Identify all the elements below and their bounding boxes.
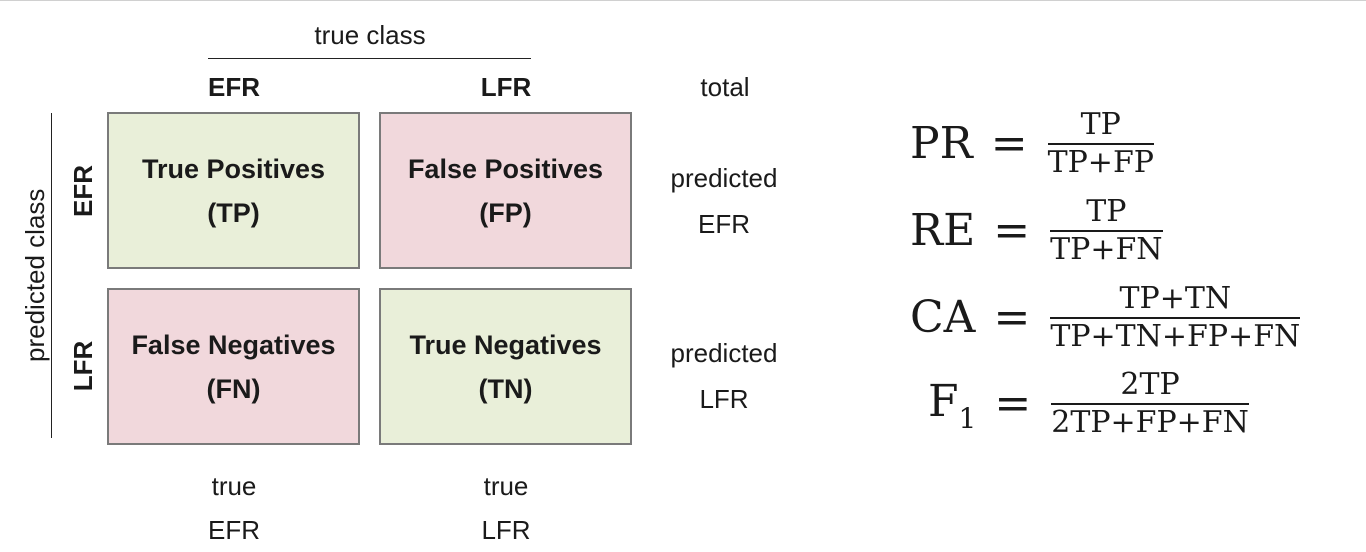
fraction-bar xyxy=(1047,143,1154,145)
col-total-lfr-line2: LFR xyxy=(481,515,531,545)
accuracy-formula: CA = TP+TN TP+TN+FP+FN xyxy=(910,281,1301,354)
row-total-lfr: predicted LFR xyxy=(671,330,778,422)
fp-abbr: (FP) xyxy=(479,197,532,228)
true-negatives-cell: True Negatives (TN) xyxy=(379,288,632,445)
col-total-lfr-line1: true xyxy=(483,471,529,501)
accuracy-equals: = xyxy=(993,292,1031,343)
f1-formula: F1 = 2TP 2TP+FP+FN xyxy=(928,368,1249,440)
accuracy-fraction: TP+TN TP+TN+FP+FN xyxy=(1050,281,1301,354)
col-total-efr-line1: true xyxy=(211,471,257,501)
row-total-lfr-line2: LFR xyxy=(699,384,749,414)
true-class-label: true class xyxy=(314,20,426,50)
column-header-efr: EFR xyxy=(208,72,260,102)
f1-numerator: 2TP xyxy=(1120,367,1180,402)
recall-equals: = xyxy=(993,205,1031,256)
tp-abbr: (TP) xyxy=(207,197,260,228)
precision-numerator: TP xyxy=(1080,107,1121,142)
row-header-lfr: LFR xyxy=(68,340,98,392)
true-positives-cell: True Positives (TP) xyxy=(107,112,360,269)
fp-title: False Positives xyxy=(407,153,604,184)
f1-denominator: 2TP+FP+FN xyxy=(1051,405,1249,440)
false-negatives-cell: False Negatives (FN) xyxy=(107,288,360,445)
f1-letter: F xyxy=(928,375,959,427)
fraction-bar xyxy=(1050,317,1301,319)
top-border xyxy=(0,0,1366,1)
tp-title: True Positives xyxy=(141,153,326,184)
fraction-bar xyxy=(1050,230,1163,232)
predicted-class-rule xyxy=(51,113,52,438)
precision-equals: = xyxy=(990,118,1028,169)
accuracy-lhs: CA xyxy=(910,292,976,343)
total-header: total xyxy=(700,72,750,102)
column-header-lfr: LFR xyxy=(480,72,532,102)
col-total-lfr: true LFR xyxy=(481,464,530,552)
tn-title: True Negatives xyxy=(409,329,602,360)
fn-abbr: (FN) xyxy=(206,373,261,404)
row-total-efr-line1: predicted xyxy=(670,163,778,193)
col-total-efr-line2: EFR xyxy=(208,515,260,545)
col-total-efr: true EFR xyxy=(208,464,260,552)
accuracy-numerator: TP+TN xyxy=(1119,281,1232,316)
f1-fraction: 2TP 2TP+FP+FN xyxy=(1051,368,1249,440)
recall-numerator: TP xyxy=(1086,194,1127,229)
true-class-rule xyxy=(208,58,531,59)
f1-lhs: F1 xyxy=(928,379,976,435)
row-header-efr: EFR xyxy=(68,165,98,217)
predicted-class-label: predicted class xyxy=(20,188,50,362)
fn-title: False Negatives xyxy=(131,329,336,360)
f1-equals: = xyxy=(994,378,1032,429)
precision-lhs: PR xyxy=(910,118,973,169)
f1-subscript: 1 xyxy=(958,401,977,435)
false-positives-cell: False Positives (FP) xyxy=(379,112,632,269)
row-total-lfr-line1: predicted xyxy=(670,338,778,368)
recall-lhs: RE xyxy=(910,205,976,256)
recall-fraction: TP TP+FN xyxy=(1050,194,1163,267)
accuracy-denominator: TP+TN+FP+FN xyxy=(1050,319,1301,354)
recall-denominator: TP+FN xyxy=(1050,232,1163,267)
row-total-efr: predicted EFR xyxy=(671,155,778,247)
row-total-efr-line2: EFR xyxy=(698,209,750,239)
recall-formula: RE = TP TP+FN xyxy=(910,195,1163,267)
precision-denominator: TP+FP xyxy=(1047,145,1154,180)
precision-formula: PR = TP TP+FP xyxy=(910,108,1154,180)
fraction-bar xyxy=(1051,403,1249,405)
precision-fraction: TP TP+FP xyxy=(1047,107,1154,180)
tn-abbr: (TN) xyxy=(478,373,533,404)
